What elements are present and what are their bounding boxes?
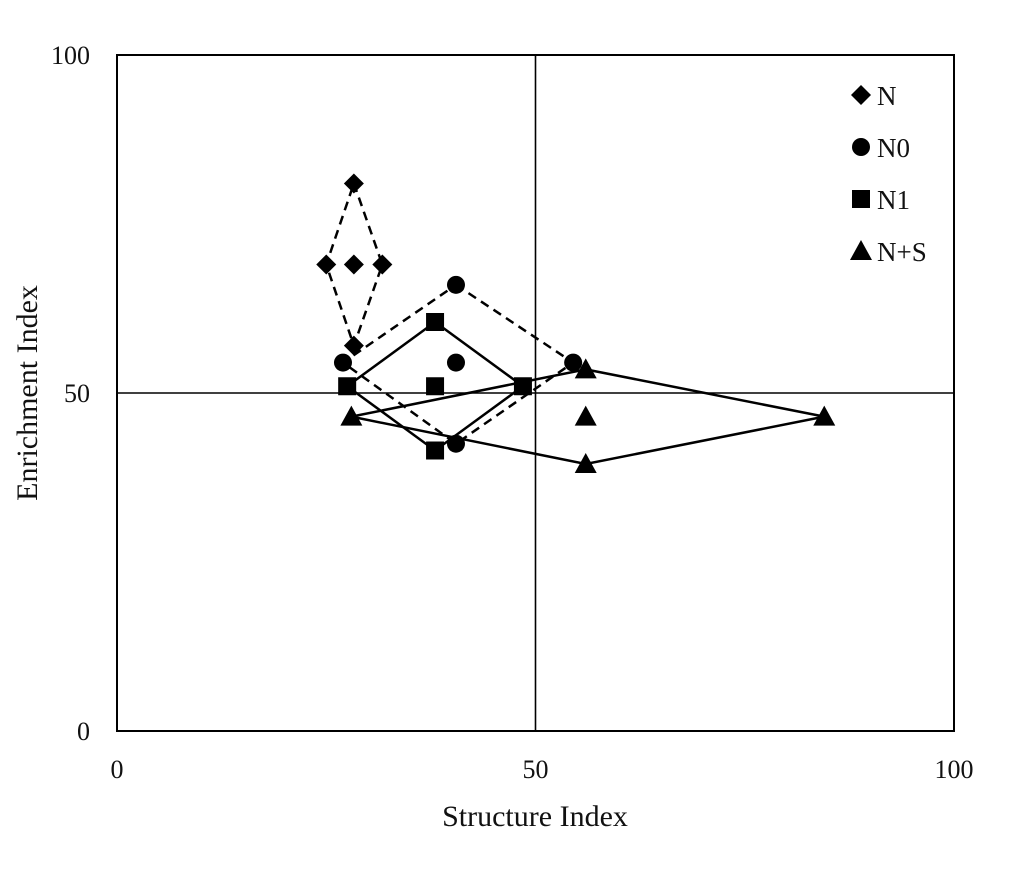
data-point-2-4	[426, 441, 445, 460]
legend-marker-2	[852, 190, 870, 208]
data-point-2-3	[513, 377, 532, 396]
data-point-2-0	[338, 377, 357, 396]
x-tick-label: 100	[935, 755, 974, 784]
data-point-0-2	[343, 254, 364, 275]
legend-label-2: N1	[877, 185, 910, 215]
y-tick-label: 0	[77, 717, 90, 746]
data-point-1-1	[446, 275, 465, 294]
data-point-3-3	[813, 405, 836, 426]
data-point-3-0	[340, 405, 363, 426]
series-hull-1	[340, 283, 576, 446]
x-tick-label: 0	[111, 755, 124, 784]
x-axis-title: Structure Index	[442, 800, 628, 833]
data-point-1-0	[333, 353, 352, 372]
legend-marker-3	[850, 240, 872, 260]
legend-marker-0	[851, 85, 871, 105]
data-point-1-3	[564, 353, 583, 372]
data-point-0-3	[372, 254, 393, 275]
tick-labels: 0 50 100 0 50 100	[51, 41, 974, 784]
data-point-1-4	[446, 434, 465, 453]
data-point-3-2	[574, 405, 597, 426]
legend-label-3: N+S	[877, 237, 927, 267]
legend-marker-1	[852, 138, 870, 156]
reference-lines	[117, 55, 954, 731]
y-tick-label: 50	[64, 379, 90, 408]
data-point-2-1	[426, 313, 445, 332]
data-point-1-2	[446, 353, 465, 372]
legend-label-0: N	[877, 81, 897, 111]
legend: N N0 N1 N+S	[850, 81, 927, 267]
data-point-0-0	[316, 254, 337, 275]
x-tick-label: 50	[523, 755, 549, 784]
series-hulls	[324, 179, 825, 466]
data-point-0-1	[343, 173, 364, 194]
legend-label-1: N0	[877, 133, 910, 163]
y-axis-title: Enrichment Index	[11, 285, 44, 501]
data-point-3-1	[574, 358, 597, 379]
data-point-2-2	[426, 377, 445, 396]
data-point-3-4	[574, 452, 597, 473]
data-point-0-4	[343, 335, 364, 356]
y-tick-label: 100	[51, 41, 90, 70]
series-markers	[316, 173, 836, 473]
